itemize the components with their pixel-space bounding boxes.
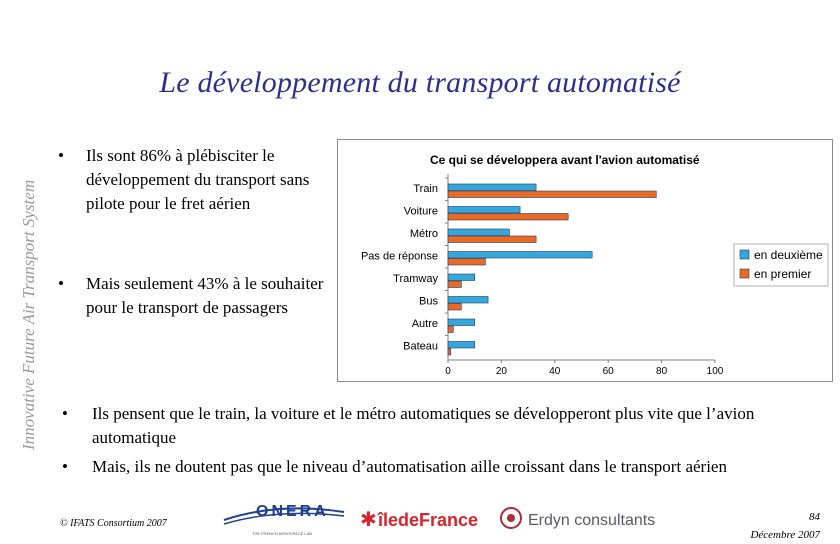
legend-label: en premier xyxy=(754,267,811,281)
bullet-dot: • xyxy=(62,404,68,423)
bar xyxy=(447,183,537,191)
partner-logos: ONERA THE FRENCH AEROSPACE LAB ✱ îledeFr… xyxy=(223,503,655,536)
category-label: Pas de réponse xyxy=(361,251,438,263)
iledefrance-logo: ✱ îledeFrance xyxy=(360,507,478,531)
bullet-dot: • xyxy=(58,274,64,293)
bar xyxy=(447,303,462,311)
bullet-dot: • xyxy=(58,146,64,165)
x-tick-label: 100 xyxy=(707,366,724,377)
bullet-text: Mais seulement 43% à le souhaiter pour l… xyxy=(86,274,324,317)
bar xyxy=(447,348,451,356)
bar xyxy=(447,213,569,221)
x-tick-label: 40 xyxy=(549,366,561,377)
bar xyxy=(447,280,462,288)
bar xyxy=(447,251,593,259)
bar xyxy=(447,296,489,304)
category-label: Train xyxy=(413,183,438,195)
bullet-text: Mais, ils ne doutent pas que le niveau d… xyxy=(92,457,727,476)
x-tick-label: 20 xyxy=(496,366,508,377)
erdyn-wordmark: Erdyn consultants xyxy=(528,512,655,529)
onera-tagline: THE FRENCH AEROSPACE LAB xyxy=(252,531,312,536)
x-tick-label: 80 xyxy=(656,366,668,377)
page-title: Le développement du transport automatisé xyxy=(159,66,681,99)
bar xyxy=(447,325,454,333)
iledefrance-wordmark: îledeFrance xyxy=(377,510,478,530)
bar xyxy=(447,190,657,198)
erdyn-logo: Erdyn consultants xyxy=(500,507,655,529)
bullet-text: Ils sont 86% à plébisciter le développem… xyxy=(86,146,310,213)
category-label: Voiture xyxy=(404,206,438,218)
footer-date: Décembre 2007 xyxy=(750,529,820,541)
legend-swatch xyxy=(739,249,750,260)
category-label: Bateau xyxy=(403,341,438,353)
legend-label: en deuxième xyxy=(754,248,823,262)
x-tick-label: 0 xyxy=(445,366,451,377)
bar xyxy=(447,341,476,349)
vertical-side-label: Innovative Future Air Transport System xyxy=(4,112,40,452)
bullet-text: Ils pensent que le train, la voiture et … xyxy=(92,404,755,447)
vertical-label-text: Innovative Future Air Transport System xyxy=(19,180,38,451)
category-label: Tramway xyxy=(393,273,438,285)
onera-wordmark: ONERA xyxy=(256,503,329,520)
bar-chart: Ce qui se développera avant l'avion auto… xyxy=(337,139,833,382)
category-label: Autre xyxy=(412,318,438,330)
onera-logo: ONERA THE FRENCH AEROSPACE LAB xyxy=(223,503,345,536)
bar xyxy=(447,206,521,214)
page-number: 84 xyxy=(809,511,820,523)
bar xyxy=(447,318,476,326)
chart-title: Ce qui se développera avant l'avion auto… xyxy=(430,153,700,167)
category-label: Bus xyxy=(419,296,438,308)
footer-right: 84 Décembre 2007 xyxy=(750,508,820,544)
bullet-dot: • xyxy=(62,457,68,476)
category-label: Métro xyxy=(410,228,438,240)
copyright: © IFATS Consortium 2007 xyxy=(60,518,167,529)
legend-box xyxy=(733,243,829,287)
bar xyxy=(447,273,476,281)
bar xyxy=(447,235,537,243)
bar xyxy=(447,228,510,236)
legend-swatch xyxy=(739,268,750,279)
bar xyxy=(447,258,486,266)
logo-strip: ONERA THE FRENCH AEROSPACE LAB ✱ îledeFr… xyxy=(218,498,662,538)
chart-svg: Ce qui se développera avant l'avion auto… xyxy=(361,153,829,377)
star-icon: ✱ xyxy=(360,507,377,531)
x-tick-label: 60 xyxy=(603,366,615,377)
